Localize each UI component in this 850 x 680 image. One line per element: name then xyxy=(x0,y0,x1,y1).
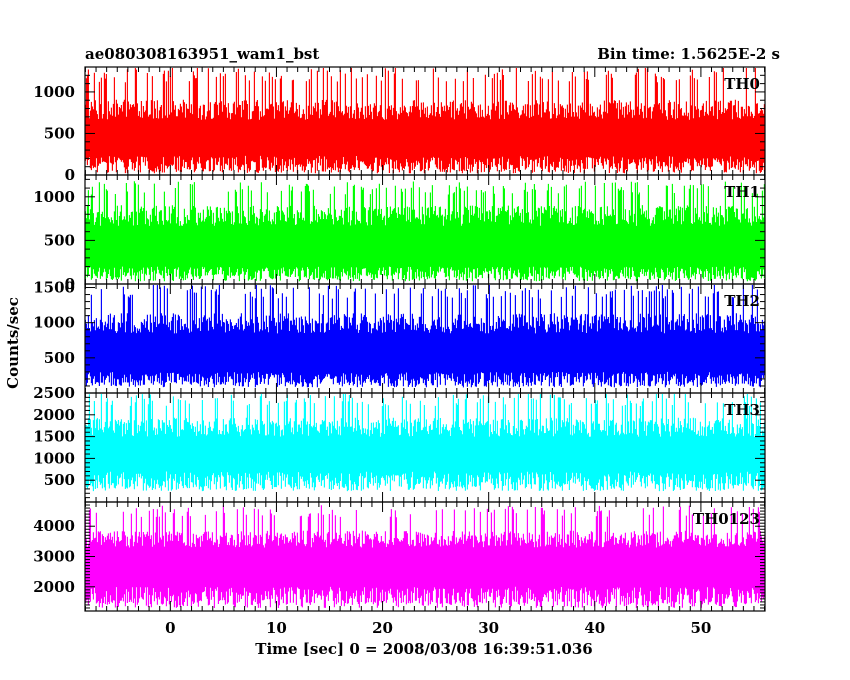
x-tick-label: 10 xyxy=(266,619,287,637)
y-tick-label: 0 xyxy=(65,275,75,293)
y-axis-label: Counts/sec xyxy=(4,297,22,389)
panel-th1: 0 500 1000 TH1 xyxy=(33,174,766,293)
panel-label: TH0123 xyxy=(693,510,760,528)
panel-th3: 500 1000 1500 2000 2500 TH3 xyxy=(33,384,766,503)
panel-th0: 0 500 1000 TH0 xyxy=(33,66,766,184)
y-tick-label: 3000 xyxy=(33,548,75,566)
panel-label: TH0 xyxy=(724,75,760,93)
x-tick-label: 0 xyxy=(165,619,175,637)
x-tick-label: 40 xyxy=(584,619,605,637)
y-tick-label: 1000 xyxy=(33,314,75,332)
series-th1 xyxy=(84,181,765,282)
panel-th2: 500 1000 1500 TH2 xyxy=(33,279,766,394)
y-tick-label: 4000 xyxy=(33,517,75,535)
x-axis: 0 10 20 30 40 50 xyxy=(165,619,711,637)
series-th0123 xyxy=(84,505,765,608)
y-tick-label: 2000 xyxy=(33,406,75,424)
bin-time-label: Bin time: 1.5625E-2 s xyxy=(597,45,780,63)
y-tick-label: 1500 xyxy=(33,428,75,446)
y-tick-label: 0 xyxy=(65,166,75,184)
panel-label: TH1 xyxy=(724,183,760,201)
series-th2 xyxy=(84,285,765,388)
series-th3 xyxy=(84,394,765,492)
y-tick-label: 1500 xyxy=(33,279,75,297)
y-tick-label: 2500 xyxy=(33,384,75,402)
series-th0 xyxy=(84,68,765,174)
x-tick-label: 20 xyxy=(372,619,393,637)
chart-title: ae080308163951_wam1_bst xyxy=(85,45,319,63)
panel-th0123: 2000 3000 4000 TH0123 xyxy=(33,501,766,612)
y-tick-label: 2000 xyxy=(33,578,75,596)
panels-group: 0 500 1000 TH0 0 500 1000 TH1 500 1000 1500 TH2 500 1… xyxy=(33,66,766,612)
y-tick-label: 500 xyxy=(44,471,75,489)
y-tick-label: 1000 xyxy=(33,83,75,101)
y-tick-label: 500 xyxy=(44,124,75,142)
x-axis-label: Time [sec] 0 = 2008/03/08 16:39:51.036 xyxy=(255,640,592,658)
panel-label: TH2 xyxy=(724,292,760,310)
x-tick-label: 30 xyxy=(478,619,499,637)
y-tick-label: 1000 xyxy=(33,188,75,206)
y-tick-label: 500 xyxy=(44,349,75,367)
y-tick-label: 1000 xyxy=(33,449,75,467)
panel-label: TH3 xyxy=(724,401,760,419)
y-tick-label: 500 xyxy=(44,231,75,249)
x-tick-label: 50 xyxy=(690,619,711,637)
